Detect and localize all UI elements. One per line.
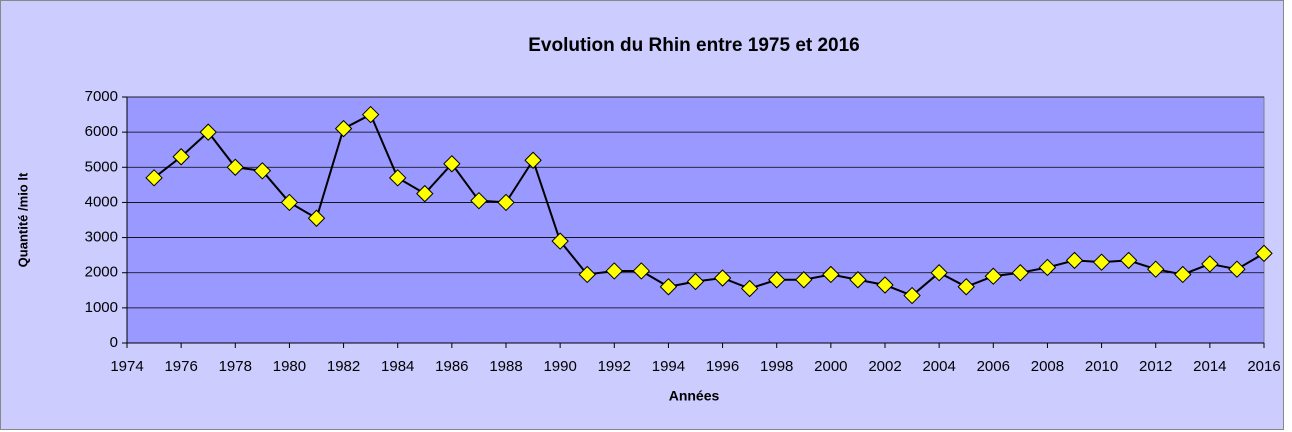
data-point <box>686 272 705 291</box>
x-tick-label: 1998 <box>760 358 793 375</box>
x-tick-label: 1994 <box>652 358 685 375</box>
data-point <box>226 158 244 176</box>
y-tick-label: 2000 <box>85 264 118 281</box>
data-point <box>713 269 732 287</box>
data-point <box>497 193 515 212</box>
data-point <box>957 278 975 296</box>
x-tick-label: 2002 <box>868 358 901 375</box>
y-tick-label: 7000 <box>85 88 118 105</box>
x-tick-label: 1996 <box>706 358 739 375</box>
data-point <box>605 262 623 280</box>
x-tick-label: 1976 <box>164 358 197 375</box>
data-point <box>280 193 299 212</box>
data-point <box>416 184 434 203</box>
x-tick-label: 1978 <box>219 358 252 375</box>
data-point <box>876 276 894 294</box>
x-tick-label: 2004 <box>922 358 955 375</box>
x-tick-label: 2000 <box>814 358 847 375</box>
data-point <box>1174 265 1192 284</box>
x-tick-label: 1980 <box>273 358 306 375</box>
chart-title: Evolution du Rhin entre 1975 et 2016 <box>528 35 860 56</box>
y-tick-label: 3000 <box>85 229 118 246</box>
data-point <box>172 148 190 166</box>
data-point <box>903 286 921 305</box>
y-tick-label: 0 <box>110 334 118 351</box>
x-tick-label: 1974 <box>110 358 143 375</box>
data-point <box>253 162 272 180</box>
x-tick-label: 1982 <box>327 358 360 375</box>
data-point <box>334 119 353 138</box>
data-point <box>470 191 488 210</box>
x-tick-label: 1988 <box>489 358 522 375</box>
data-point <box>795 271 813 289</box>
x-tick-label: 2014 <box>1193 358 1226 375</box>
data-point <box>822 265 840 284</box>
data-point <box>1038 258 1057 277</box>
data-point <box>659 278 678 296</box>
y-tick-label: 5000 <box>85 158 118 175</box>
data-point <box>1011 264 1030 282</box>
y-axis-label: Quantité /mio lt <box>15 172 30 267</box>
data-point <box>443 155 461 173</box>
x-tick-label: 2012 <box>1139 358 1172 375</box>
data-point <box>145 169 163 187</box>
data-point <box>1119 251 1138 270</box>
data-point <box>984 267 1002 285</box>
x-axis-label: Années <box>669 388 720 404</box>
data-point <box>930 264 948 282</box>
x-tick-label: 1990 <box>543 358 576 375</box>
x-tick-label: 2016 <box>1247 358 1280 375</box>
data-point <box>578 265 596 284</box>
data-point <box>849 271 867 289</box>
data-point <box>551 232 569 250</box>
data-point <box>524 151 542 169</box>
data-point <box>1147 260 1165 278</box>
data-point <box>1228 260 1246 278</box>
data-point <box>361 105 380 124</box>
y-tick-label: 1000 <box>85 299 118 316</box>
y-tick-label: 6000 <box>85 123 118 140</box>
x-tick-label: 1984 <box>381 358 414 375</box>
x-tick-label: 2008 <box>1031 358 1064 375</box>
data-point <box>740 279 759 298</box>
data-point <box>1092 253 1111 271</box>
data-point <box>1201 255 1219 273</box>
data-point <box>1065 251 1084 270</box>
x-tick-label: 1986 <box>435 358 468 375</box>
plot-area <box>126 96 1265 344</box>
y-tick-label: 4000 <box>85 193 118 210</box>
data-point <box>1255 244 1273 263</box>
data-point <box>632 262 651 280</box>
data-point <box>389 169 407 187</box>
data-point <box>199 123 217 141</box>
data-point <box>768 271 786 289</box>
x-tick-label: 1992 <box>598 358 631 375</box>
x-tick-label: 2010 <box>1085 358 1118 375</box>
data-point <box>307 209 326 227</box>
x-tick-label: 2006 <box>977 358 1010 375</box>
